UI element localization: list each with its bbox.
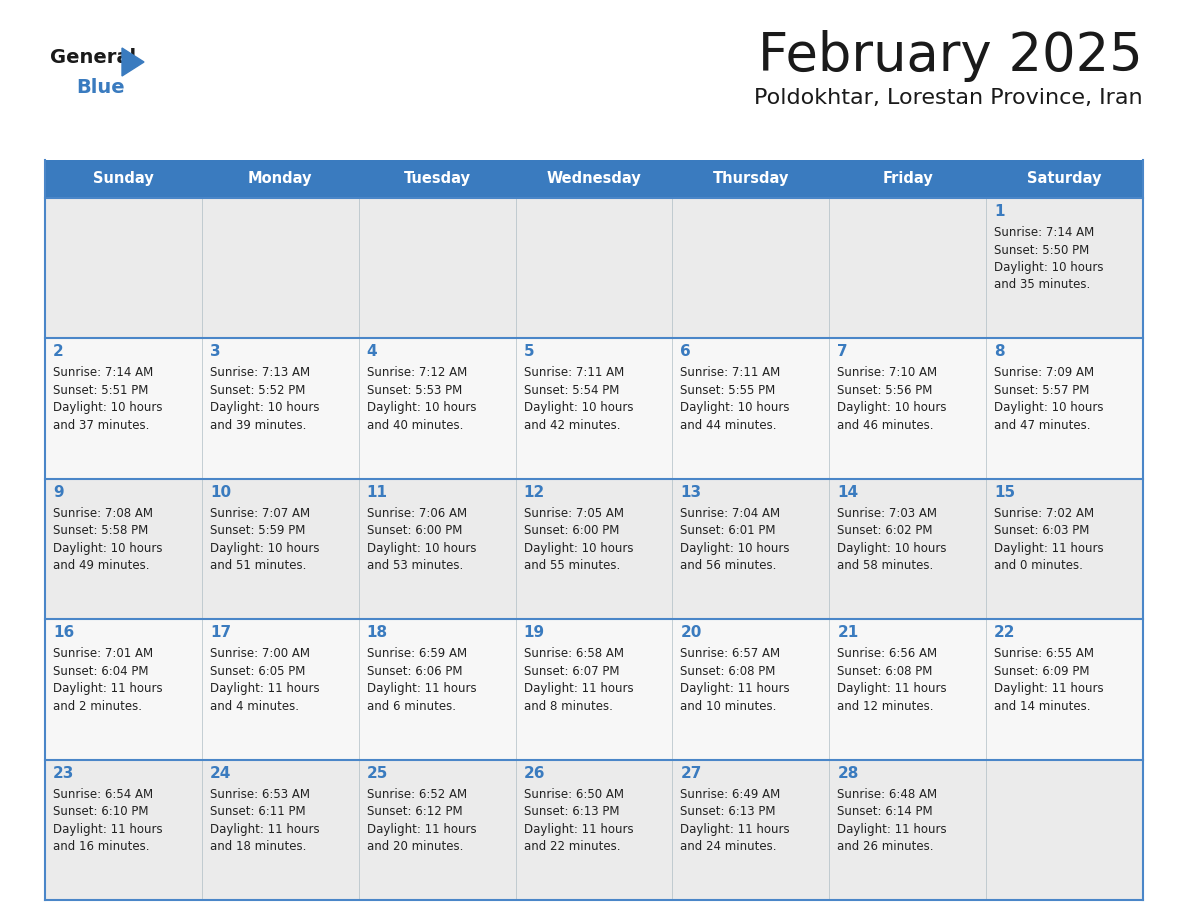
- Text: Thursday: Thursday: [713, 172, 789, 186]
- Text: 25: 25: [367, 766, 388, 780]
- Text: 17: 17: [210, 625, 230, 640]
- Text: Sunrise: 6:57 AM
Sunset: 6:08 PM
Daylight: 11 hours
and 10 minutes.: Sunrise: 6:57 AM Sunset: 6:08 PM Dayligh…: [681, 647, 790, 712]
- Text: 18: 18: [367, 625, 387, 640]
- Text: Blue: Blue: [76, 78, 125, 97]
- Text: 7: 7: [838, 344, 848, 360]
- Polygon shape: [122, 48, 144, 76]
- Text: 28: 28: [838, 766, 859, 780]
- Text: 9: 9: [53, 485, 64, 499]
- Text: 27: 27: [681, 766, 702, 780]
- Text: Sunrise: 7:03 AM
Sunset: 6:02 PM
Daylight: 10 hours
and 58 minutes.: Sunrise: 7:03 AM Sunset: 6:02 PM Dayligh…: [838, 507, 947, 572]
- Text: Saturday: Saturday: [1028, 172, 1101, 186]
- Text: 8: 8: [994, 344, 1005, 360]
- Text: 24: 24: [210, 766, 232, 780]
- Bar: [45, 479, 1143, 620]
- Text: Sunrise: 7:12 AM
Sunset: 5:53 PM
Daylight: 10 hours
and 40 minutes.: Sunrise: 7:12 AM Sunset: 5:53 PM Dayligh…: [367, 366, 476, 431]
- Text: 5: 5: [524, 344, 535, 360]
- Text: Sunrise: 6:54 AM
Sunset: 6:10 PM
Daylight: 11 hours
and 16 minutes.: Sunrise: 6:54 AM Sunset: 6:10 PM Dayligh…: [53, 788, 163, 853]
- Text: 21: 21: [838, 625, 859, 640]
- Text: Sunrise: 6:49 AM
Sunset: 6:13 PM
Daylight: 11 hours
and 24 minutes.: Sunrise: 6:49 AM Sunset: 6:13 PM Dayligh…: [681, 788, 790, 853]
- Bar: [45, 160, 1143, 198]
- Text: 10: 10: [210, 485, 230, 499]
- Bar: [45, 759, 1143, 900]
- Text: Poldokhtar, Lorestan Province, Iran: Poldokhtar, Lorestan Province, Iran: [754, 88, 1143, 108]
- Text: 19: 19: [524, 625, 544, 640]
- Text: 6: 6: [681, 344, 691, 360]
- Text: Sunrise: 7:14 AM
Sunset: 5:51 PM
Daylight: 10 hours
and 37 minutes.: Sunrise: 7:14 AM Sunset: 5:51 PM Dayligh…: [53, 366, 163, 431]
- Text: 26: 26: [524, 766, 545, 780]
- Text: 20: 20: [681, 625, 702, 640]
- Text: General: General: [50, 48, 137, 67]
- Text: Sunrise: 7:06 AM
Sunset: 6:00 PM
Daylight: 10 hours
and 53 minutes.: Sunrise: 7:06 AM Sunset: 6:00 PM Dayligh…: [367, 507, 476, 572]
- Text: 15: 15: [994, 485, 1016, 499]
- Text: Sunrise: 7:11 AM
Sunset: 5:54 PM
Daylight: 10 hours
and 42 minutes.: Sunrise: 7:11 AM Sunset: 5:54 PM Dayligh…: [524, 366, 633, 431]
- Text: 13: 13: [681, 485, 702, 499]
- Text: Sunrise: 6:56 AM
Sunset: 6:08 PM
Daylight: 11 hours
and 12 minutes.: Sunrise: 6:56 AM Sunset: 6:08 PM Dayligh…: [838, 647, 947, 712]
- Text: Sunrise: 7:00 AM
Sunset: 6:05 PM
Daylight: 11 hours
and 4 minutes.: Sunrise: 7:00 AM Sunset: 6:05 PM Dayligh…: [210, 647, 320, 712]
- Text: Tuesday: Tuesday: [404, 172, 470, 186]
- Text: 11: 11: [367, 485, 387, 499]
- Text: Sunrise: 6:53 AM
Sunset: 6:11 PM
Daylight: 11 hours
and 18 minutes.: Sunrise: 6:53 AM Sunset: 6:11 PM Dayligh…: [210, 788, 320, 853]
- Text: 23: 23: [53, 766, 75, 780]
- Text: Sunrise: 7:05 AM
Sunset: 6:00 PM
Daylight: 10 hours
and 55 minutes.: Sunrise: 7:05 AM Sunset: 6:00 PM Dayligh…: [524, 507, 633, 572]
- Text: 12: 12: [524, 485, 545, 499]
- Text: February 2025: February 2025: [758, 30, 1143, 82]
- Text: Sunrise: 6:52 AM
Sunset: 6:12 PM
Daylight: 11 hours
and 20 minutes.: Sunrise: 6:52 AM Sunset: 6:12 PM Dayligh…: [367, 788, 476, 853]
- Text: Sunrise: 7:10 AM
Sunset: 5:56 PM
Daylight: 10 hours
and 46 minutes.: Sunrise: 7:10 AM Sunset: 5:56 PM Dayligh…: [838, 366, 947, 431]
- Text: 1: 1: [994, 204, 1005, 219]
- Text: Sunrise: 7:08 AM
Sunset: 5:58 PM
Daylight: 10 hours
and 49 minutes.: Sunrise: 7:08 AM Sunset: 5:58 PM Dayligh…: [53, 507, 163, 572]
- Text: 16: 16: [53, 625, 74, 640]
- Bar: [45, 198, 1143, 339]
- Text: Sunrise: 7:14 AM
Sunset: 5:50 PM
Daylight: 10 hours
and 35 minutes.: Sunrise: 7:14 AM Sunset: 5:50 PM Dayligh…: [994, 226, 1104, 292]
- Text: Sunrise: 7:01 AM
Sunset: 6:04 PM
Daylight: 11 hours
and 2 minutes.: Sunrise: 7:01 AM Sunset: 6:04 PM Dayligh…: [53, 647, 163, 712]
- Text: Sunrise: 7:02 AM
Sunset: 6:03 PM
Daylight: 11 hours
and 0 minutes.: Sunrise: 7:02 AM Sunset: 6:03 PM Dayligh…: [994, 507, 1104, 572]
- Text: 3: 3: [210, 344, 221, 360]
- Text: Sunrise: 6:55 AM
Sunset: 6:09 PM
Daylight: 11 hours
and 14 minutes.: Sunrise: 6:55 AM Sunset: 6:09 PM Dayligh…: [994, 647, 1104, 712]
- Bar: [45, 620, 1143, 759]
- Text: 22: 22: [994, 625, 1016, 640]
- Text: Sunrise: 6:59 AM
Sunset: 6:06 PM
Daylight: 11 hours
and 6 minutes.: Sunrise: 6:59 AM Sunset: 6:06 PM Dayligh…: [367, 647, 476, 712]
- Text: Wednesday: Wednesday: [546, 172, 642, 186]
- Text: Sunrise: 7:11 AM
Sunset: 5:55 PM
Daylight: 10 hours
and 44 minutes.: Sunrise: 7:11 AM Sunset: 5:55 PM Dayligh…: [681, 366, 790, 431]
- Text: Sunday: Sunday: [93, 172, 153, 186]
- Text: Friday: Friday: [883, 172, 933, 186]
- Text: Sunrise: 7:13 AM
Sunset: 5:52 PM
Daylight: 10 hours
and 39 minutes.: Sunrise: 7:13 AM Sunset: 5:52 PM Dayligh…: [210, 366, 320, 431]
- Bar: [45, 339, 1143, 479]
- Text: Sunrise: 6:48 AM
Sunset: 6:14 PM
Daylight: 11 hours
and 26 minutes.: Sunrise: 6:48 AM Sunset: 6:14 PM Dayligh…: [838, 788, 947, 853]
- Text: Monday: Monday: [248, 172, 312, 186]
- Text: 2: 2: [53, 344, 64, 360]
- Text: Sunrise: 7:07 AM
Sunset: 5:59 PM
Daylight: 10 hours
and 51 minutes.: Sunrise: 7:07 AM Sunset: 5:59 PM Dayligh…: [210, 507, 320, 572]
- Text: Sunrise: 7:09 AM
Sunset: 5:57 PM
Daylight: 10 hours
and 47 minutes.: Sunrise: 7:09 AM Sunset: 5:57 PM Dayligh…: [994, 366, 1104, 431]
- Text: Sunrise: 6:50 AM
Sunset: 6:13 PM
Daylight: 11 hours
and 22 minutes.: Sunrise: 6:50 AM Sunset: 6:13 PM Dayligh…: [524, 788, 633, 853]
- Text: 4: 4: [367, 344, 378, 360]
- Text: Sunrise: 6:58 AM
Sunset: 6:07 PM
Daylight: 11 hours
and 8 minutes.: Sunrise: 6:58 AM Sunset: 6:07 PM Dayligh…: [524, 647, 633, 712]
- Text: Sunrise: 7:04 AM
Sunset: 6:01 PM
Daylight: 10 hours
and 56 minutes.: Sunrise: 7:04 AM Sunset: 6:01 PM Dayligh…: [681, 507, 790, 572]
- Text: 14: 14: [838, 485, 859, 499]
